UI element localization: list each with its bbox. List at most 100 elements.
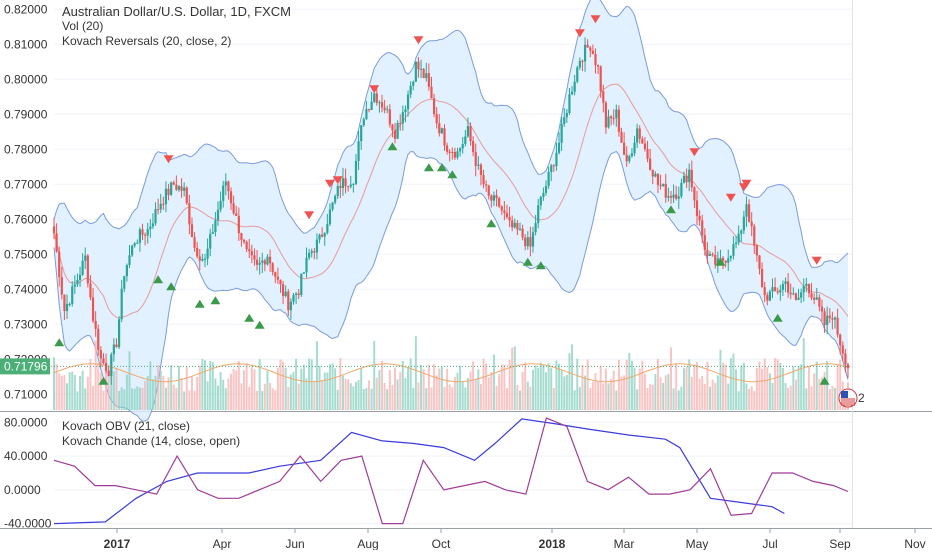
candle-body [513, 222, 516, 228]
volume-bar [807, 366, 810, 410]
event-badge-count[interactable]: 2 [858, 391, 865, 405]
candle-body [318, 234, 321, 240]
symbol-title[interactable]: Australian Dollar/U.S. Dollar, 1D, FXCM [62, 4, 292, 19]
volume-bar [315, 341, 318, 410]
volume-bar [709, 386, 712, 410]
candle-body [115, 344, 118, 348]
candle [807, 283, 811, 298]
candle-body [196, 247, 199, 257]
volume-bar [677, 390, 680, 410]
candle [123, 275, 126, 293]
obv-legend[interactable]: Kovach OBV (21, close) [62, 419, 191, 433]
candle-body [52, 226, 56, 234]
candle-body [310, 251, 313, 254]
candle [183, 182, 186, 197]
candle-body [630, 153, 634, 157]
volume-bar [240, 383, 243, 410]
volume-bar [643, 373, 646, 410]
candle [570, 86, 574, 96]
volume-bar [826, 360, 829, 410]
candle [227, 180, 230, 200]
candle-body [693, 187, 696, 201]
volume-bar [123, 389, 126, 410]
candle [99, 346, 102, 368]
volume-bar [89, 359, 92, 410]
candle-body [123, 276, 126, 289]
time-tick-label: Aug [357, 537, 378, 550]
volume-bar [263, 383, 266, 410]
candle-body [537, 205, 540, 224]
candle [453, 147, 457, 160]
candle-body [534, 223, 537, 233]
reversal-up-marker [772, 313, 783, 322]
candle [747, 199, 751, 223]
volume-bar [159, 370, 162, 410]
time-tick-label: Jul [762, 537, 777, 550]
chande-legend[interactable]: Kovach Chande (14, close, open) [62, 434, 241, 448]
volume-bar [664, 375, 667, 410]
volume-bar [66, 383, 69, 410]
candle [724, 260, 727, 268]
candle [211, 223, 214, 235]
candle [542, 187, 545, 201]
volume-bar [740, 365, 743, 410]
candle-body [388, 109, 391, 125]
candle [695, 190, 699, 226]
candle-body [245, 241, 248, 250]
candle-body [370, 101, 373, 111]
candle [128, 245, 131, 269]
candle [175, 175, 178, 192]
candle-body [831, 318, 834, 320]
candle [125, 263, 128, 282]
candle [714, 245, 717, 269]
indicator-tick-label: 80.0000 [4, 415, 48, 429]
candle [422, 67, 425, 79]
candle-body [201, 258, 204, 261]
candle-body [149, 226, 152, 230]
volume-bar [485, 363, 488, 410]
candle [617, 105, 621, 137]
volume-bar [334, 368, 337, 410]
candle-body [445, 145, 449, 152]
volume-bar [703, 383, 706, 410]
candle [396, 120, 399, 139]
candle [490, 194, 493, 208]
reversals-legend[interactable]: Kovach Reversals (20, close, 2) [62, 34, 232, 48]
volume-bar [774, 358, 777, 410]
candle [271, 262, 274, 276]
candle [94, 311, 97, 337]
candle [675, 185, 678, 201]
candle-body [328, 209, 332, 225]
volume-bar [433, 364, 436, 410]
volume-bar [243, 370, 246, 410]
candle-body [833, 317, 837, 320]
candle-body [154, 209, 157, 224]
candle [503, 201, 506, 221]
candle [557, 132, 561, 155]
volume-bar [550, 367, 553, 410]
candle [326, 213, 329, 235]
candle-body [347, 186, 350, 188]
candle-body [349, 184, 352, 187]
candle-body [222, 185, 225, 201]
volume-bar [495, 385, 498, 410]
candle [71, 281, 74, 307]
volume-bar [586, 359, 589, 410]
candle [60, 266, 63, 300]
candle-body [253, 255, 256, 260]
volume-bar [73, 374, 76, 410]
candle [180, 178, 183, 198]
candle-body [425, 73, 428, 79]
volume-bar [563, 376, 566, 410]
candle [516, 219, 519, 236]
candle [750, 212, 753, 237]
volume-bar [490, 371, 493, 410]
candle [203, 253, 207, 268]
candle-body [138, 229, 142, 243]
candle-body [266, 256, 269, 265]
candle [537, 198, 540, 229]
volume-legend[interactable]: Vol (20) [62, 19, 104, 33]
candle-body [659, 184, 662, 187]
volume-bar [669, 347, 672, 410]
